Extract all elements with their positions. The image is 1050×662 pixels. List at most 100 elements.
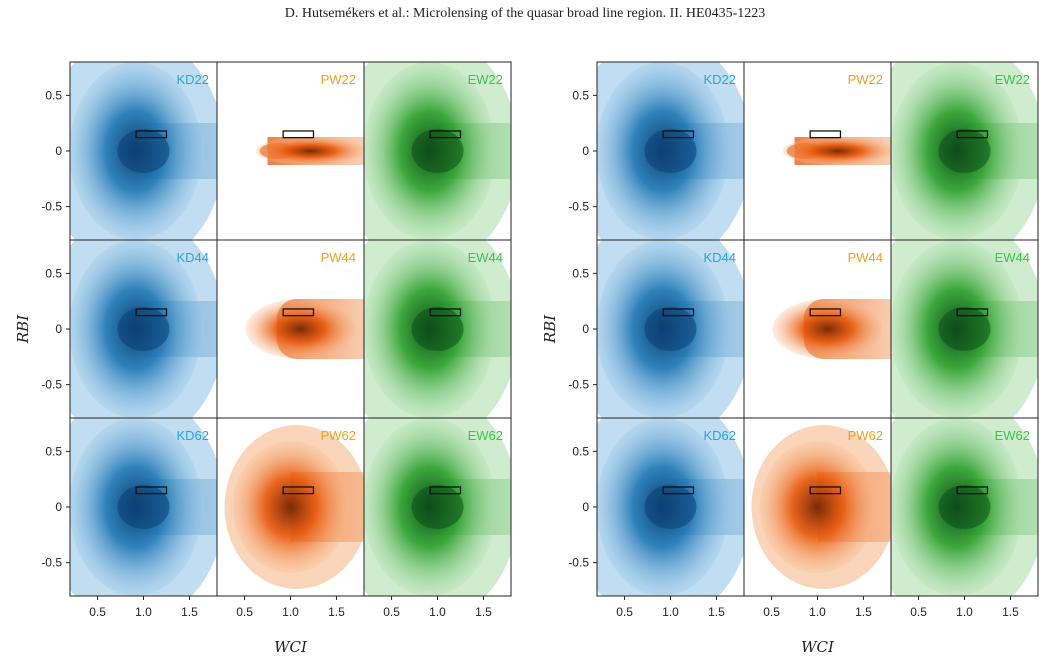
y-tick-label: 0 <box>582 500 589 514</box>
density-kd22 <box>597 62 744 240</box>
observed-box <box>662 308 695 317</box>
y-tick-label: -0.5 <box>568 200 589 214</box>
panel-label: EW22 <box>995 72 1030 87</box>
panel-label: KD62 <box>703 428 736 443</box>
observed-box <box>135 486 168 495</box>
panel-ew44: EW44 <box>363 239 512 419</box>
panel-pw44: PW44 <box>216 239 365 419</box>
y-tick-label: 0.5 <box>572 266 589 280</box>
density-pw22 <box>255 137 364 165</box>
panel-ew22: EW22 <box>363 61 512 241</box>
y-tick-label: 0.5 <box>45 266 62 280</box>
observed-box <box>429 308 462 317</box>
panel-label: KD62 <box>176 428 209 443</box>
observed-box <box>809 308 842 317</box>
panel-kd22: KD22 0.5 0 -0.5 <box>568 61 745 241</box>
panel-label: KD22 <box>176 72 209 87</box>
x-tick-label: 1.0 <box>282 605 299 619</box>
density-kd44 <box>70 240 217 418</box>
y-tick-label: 0 <box>55 322 62 336</box>
panel-ew62: EW62 0.5 1.0 1.5 <box>890 417 1039 619</box>
panel-label: PW22 <box>848 72 883 87</box>
density-ew62 <box>364 418 511 596</box>
panel-kd44: KD44 0.5 0 -0.5 <box>41 239 218 419</box>
density-ew22 <box>891 62 1038 240</box>
y-tick-label: -0.5 <box>41 556 62 570</box>
observed-box <box>662 486 695 495</box>
observed-box <box>282 130 315 139</box>
panel-pw22: PW22 <box>743 61 892 241</box>
panel-label: PW62 <box>321 428 356 443</box>
observed-box <box>809 486 842 495</box>
x-tick-label: 1.5 <box>708 605 725 619</box>
panel-ew44: EW44 <box>890 239 1039 419</box>
x-tick-label: 1.5 <box>855 605 872 619</box>
panel-label: PW44 <box>848 250 883 265</box>
panel-kd62: KD62 0.5 0 -0.5 0.5 1.0 1.5 <box>41 417 218 619</box>
panel-label: PW22 <box>321 72 356 87</box>
density-pw22 <box>782 137 891 165</box>
observed-box <box>809 130 842 139</box>
panel-label: EW44 <box>995 250 1030 265</box>
y-axis-title: RBI <box>14 314 32 344</box>
panel-pw62: PW62 0.5 1.0 1.5 <box>743 417 892 619</box>
panel-label: PW44 <box>321 250 356 265</box>
panel-label: EW62 <box>995 428 1030 443</box>
panel-kd62: KD62 0.5 0 -0.5 0.5 1.0 1.5 <box>568 417 745 619</box>
x-tick-label: 1.0 <box>429 605 446 619</box>
y-tick-label: -0.5 <box>41 200 62 214</box>
y-tick-label: -0.5 <box>568 378 589 392</box>
x-tick-label: 1.0 <box>809 605 826 619</box>
density-kd44 <box>597 240 744 418</box>
y-tick-label: -0.5 <box>568 556 589 570</box>
density-pw44 <box>245 299 364 359</box>
density-pw62 <box>224 425 364 589</box>
panel-label: EW62 <box>468 428 503 443</box>
panel-pw62: PW62 0.5 1.0 1.5 <box>216 417 365 619</box>
x-tick-label: 1.5 <box>475 605 492 619</box>
y-tick-label: 0.5 <box>45 88 62 102</box>
observed-box <box>135 130 168 139</box>
panel-label: KD22 <box>703 72 736 87</box>
x-tick-label: 0.5 <box>236 605 253 619</box>
x-tick-label: 0.5 <box>910 605 927 619</box>
y-tick-label: 0 <box>582 144 589 158</box>
panel-ew22: EW22 <box>890 61 1039 241</box>
x-tick-label: 0.5 <box>616 605 633 619</box>
observed-box <box>956 486 989 495</box>
observed-box <box>282 308 315 317</box>
density-pw62 <box>751 425 891 589</box>
panel-label: KD44 <box>703 250 736 265</box>
y-tick-label: 0.5 <box>572 444 589 458</box>
y-tick-label: 0.5 <box>572 88 589 102</box>
figure-right: KD22 0.5 0 -0.5 PW22 EW22 KD44 0.5 0 -0.5 PW44 EW44… <box>541 61 1039 656</box>
observed-box <box>956 130 989 139</box>
x-tick-label: 0.5 <box>383 605 400 619</box>
y-tick-label: 0 <box>582 322 589 336</box>
observed-box <box>662 130 695 139</box>
density-kd62 <box>597 418 744 596</box>
x-tick-label: 1.0 <box>135 605 152 619</box>
panel-ew62: EW62 0.5 1.0 1.5 <box>363 417 512 619</box>
observed-box <box>135 308 168 317</box>
panel-kd22: KD22 0.5 0 -0.5 <box>41 61 218 241</box>
observed-box <box>282 486 315 495</box>
observed-box <box>429 130 462 139</box>
panel-label: EW22 <box>468 72 503 87</box>
panel-kd44: KD44 0.5 0 -0.5 <box>568 239 745 419</box>
panel-label: EW44 <box>468 250 503 265</box>
running-header: D. Hutsemékers et al.: Microlensing of t… <box>284 6 766 21</box>
density-ew62 <box>891 418 1038 596</box>
x-tick-label: 1.5 <box>181 605 198 619</box>
y-tick-label: 0.5 <box>45 444 62 458</box>
observed-box <box>956 308 989 317</box>
observed-box <box>429 486 462 495</box>
y-tick-label: 0 <box>55 500 62 514</box>
y-tick-label: 0 <box>55 144 62 158</box>
density-kd62 <box>70 418 217 596</box>
density-ew22 <box>364 62 511 240</box>
x-tick-label: 1.5 <box>328 605 345 619</box>
x-tick-label: 0.5 <box>89 605 106 619</box>
x-tick-label: 1.5 <box>1002 605 1019 619</box>
